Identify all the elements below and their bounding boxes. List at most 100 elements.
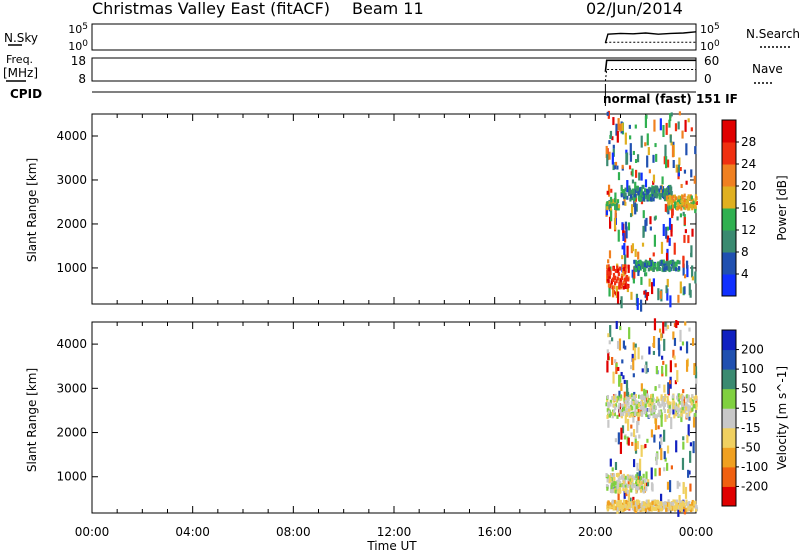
power-data-cell: [695, 201, 698, 206]
power-data-cell: [669, 295, 672, 308]
power-data-cell: [607, 259, 610, 264]
velocity-echo-cell: [617, 489, 620, 494]
velocity-echo-cell: [666, 502, 670, 507]
power-colorbar-segment: [722, 230, 736, 253]
velocity-data-cell: [693, 363, 696, 376]
power-data-cell: [612, 162, 615, 171]
power-echo-cell: [673, 204, 676, 209]
velocity-echo-cell: [655, 399, 658, 404]
velocity-echo-cell: [606, 474, 609, 479]
velocity-echo-cell: [630, 478, 634, 483]
power-echo-cell: [675, 196, 678, 201]
velocity-data-cell: [608, 340, 611, 345]
power-echo-cell: [690, 203, 693, 208]
power-data-cell: [660, 241, 664, 254]
power-data-cell: [626, 180, 629, 193]
nsky-left-tick: 105: [68, 22, 88, 36]
velocity-echo-cell: [657, 504, 661, 509]
power-echo-cell: [655, 194, 658, 199]
velocity-data-cell: [675, 440, 678, 453]
velocity-echo-cell: [644, 401, 647, 406]
power-data-cell: [622, 233, 625, 242]
power-echo-cell: [624, 270, 627, 275]
velocity-echo-cell: [625, 499, 628, 504]
power-data-cell: [649, 226, 652, 231]
velocity-echo-cell: [616, 502, 619, 507]
power-echo-cell: [674, 267, 678, 272]
power-echo-cell: [607, 264, 610, 269]
power-data-cell: [624, 230, 627, 243]
velocity-echo-cell: [651, 393, 654, 398]
velocity-echo-cell: [682, 505, 686, 510]
power-echo-cell: [614, 198, 617, 203]
power-echo-cell: [656, 187, 659, 192]
velocity-echo-cell: [639, 475, 642, 480]
velocity-echo-cell: [617, 486, 620, 491]
velocity-data-cell: [627, 489, 631, 502]
velocity-echo-cell: [610, 485, 613, 490]
velocity-echo-cell: [620, 482, 624, 487]
velocity-data-cell: [643, 484, 646, 493]
velocity-echo-cell: [619, 500, 622, 505]
velocity-echo-cell: [686, 414, 689, 419]
power-echo-cell: [640, 188, 643, 193]
velocity-echo-cell: [635, 405, 638, 410]
power-colorbar-label: Power [dB]: [775, 175, 789, 240]
velocity-echo-cell: [651, 405, 654, 410]
power-data-cell: [669, 134, 672, 143]
velocity-echo-cell: [639, 480, 642, 485]
power-data-cell: [623, 243, 626, 256]
power-data-cell: [606, 111, 609, 116]
velocity-data-cell: [682, 441, 685, 450]
power-data-cell: [694, 271, 697, 284]
velocity-data-cell: [614, 359, 617, 364]
velocity-echo-cell: [655, 499, 658, 504]
velocity-echo-cell: [680, 507, 683, 512]
power-echo-cell: [614, 203, 618, 208]
power-data-cell: [664, 144, 667, 157]
velocity-data-cell: [670, 417, 673, 430]
velocity-echo-cell: [614, 486, 617, 491]
power-data-cell: [622, 201, 625, 206]
velocity-echo-cell: [692, 399, 695, 404]
velocity-echo-cell: [608, 501, 611, 506]
velocity-data-cell: [661, 372, 664, 377]
velocity-data-cell: [664, 322, 667, 327]
power-echo-cell: [665, 260, 668, 265]
power-echo-cell: [643, 188, 647, 193]
power-data-cell: [662, 125, 665, 138]
velocity-echo-cell: [634, 481, 638, 486]
velocity-colorbar-frame: [721, 329, 737, 507]
velocity-echo-cell: [622, 406, 626, 411]
power-data-cell: [640, 172, 643, 181]
velocity-colorbar-tick-label: 200: [741, 343, 764, 357]
velocity-data-cell: [676, 370, 679, 383]
power-echo-cell: [606, 264, 609, 269]
velocity-data-cell: [615, 363, 618, 368]
velocity-y-tick-label: 1000: [56, 470, 87, 484]
power-data-cell: [613, 165, 617, 170]
velocity-data-cell: [611, 337, 614, 342]
velocity-data-cell: [674, 363, 677, 368]
velocity-echo-cell: [624, 397, 628, 402]
velocity-data-cell: [627, 478, 630, 487]
velocity-echo-cell: [668, 505, 671, 510]
power-data-cell: [634, 124, 637, 129]
velocity-echo-cell: [677, 396, 680, 401]
velocity-echo-cell: [672, 401, 676, 406]
power-colorbar-tick-label: 20: [741, 179, 756, 193]
power-data-cell: [605, 207, 608, 216]
power-echo-cell: [624, 187, 627, 192]
velocity-data-cell: [672, 331, 675, 340]
velocity-echo-cell: [623, 480, 627, 485]
velocity-echo-cell: [691, 394, 694, 399]
velocity-echo-cell: [626, 475, 629, 480]
velocity-echo-cell: [622, 505, 625, 510]
velocity-data-cell: [660, 414, 663, 427]
time-x-tick-label: 20:00: [578, 525, 613, 539]
velocity-data-cell: [672, 349, 675, 358]
velocity-echo-cell: [621, 412, 625, 417]
power-data-cell: [652, 154, 655, 163]
velocity-data-cell: [629, 497, 632, 502]
power-data-cell: [645, 217, 648, 226]
